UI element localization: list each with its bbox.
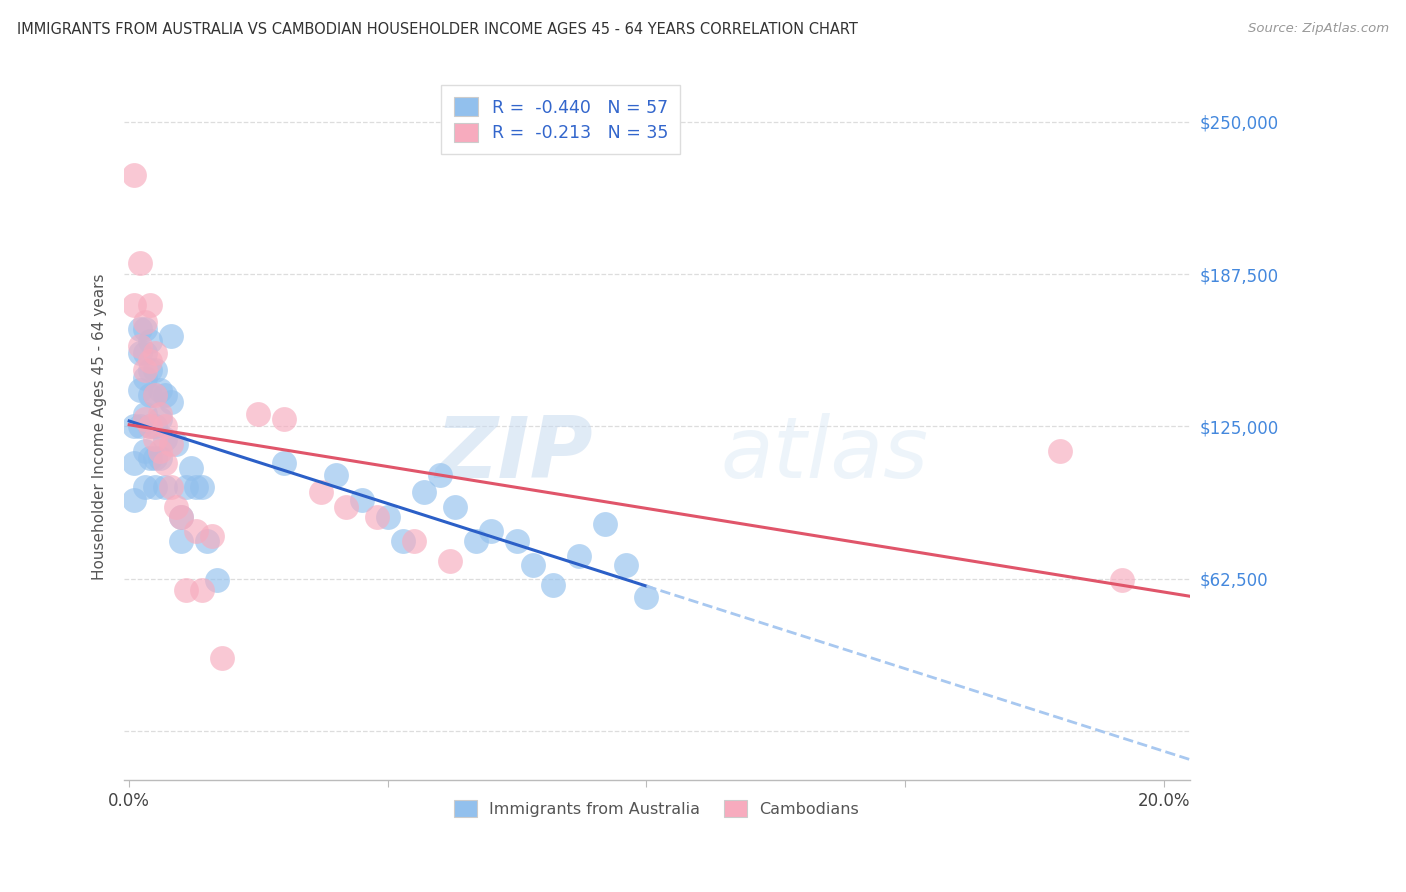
Point [134,407,156,421]
Point [143,363,166,377]
Point [149,407,172,421]
Point [309,485,332,500]
Point [143,346,166,360]
Point [464,534,486,549]
Point [139,419,162,434]
Text: ZIP: ZIP [436,413,593,496]
Point [174,582,197,597]
Point [134,322,156,336]
Point [139,297,162,311]
Point [479,524,502,539]
Point [392,534,415,549]
Point [413,485,436,500]
Point [128,383,150,397]
Point [149,443,172,458]
Point [190,582,212,597]
Y-axis label: Householder Income Ages 45 - 64 years: Householder Income Ages 45 - 64 years [93,273,107,580]
Point [439,553,461,567]
Point [429,468,451,483]
Point [377,509,399,524]
Point [134,370,156,384]
Point [143,432,166,446]
Point [366,509,388,524]
Point [143,388,166,402]
Point [124,419,146,434]
Point [211,651,233,665]
Point [159,480,181,494]
Point [201,529,224,543]
Point [143,419,166,434]
Point [124,297,146,311]
Point [174,480,197,494]
Text: IMMIGRANTS FROM AUSTRALIA VS CAMBODIAN HOUSEHOLDER INCOME AGES 45 - 64 YEARS COR: IMMIGRANTS FROM AUSTRALIA VS CAMBODIAN H… [17,22,858,37]
Point [273,412,295,426]
Point [124,169,146,183]
Point [335,500,357,514]
Point [128,322,150,336]
Point [143,480,166,494]
Point [593,516,616,531]
Point [195,534,218,549]
Point [159,436,181,450]
Point [325,468,347,483]
Point [124,492,146,507]
Point [186,524,208,539]
Text: atlas: atlas [721,413,929,496]
Point [155,388,177,402]
Point [506,534,529,549]
Point [149,383,172,397]
Point [614,558,637,573]
Point [402,534,425,549]
Point [134,480,156,494]
Point [170,534,193,549]
Point [190,480,212,494]
Point [165,500,187,514]
Point [247,407,270,421]
Point [636,590,658,604]
Point [205,573,228,587]
Point [1111,573,1133,587]
Point [134,315,156,329]
Point [180,461,202,475]
Point [128,346,150,360]
Point [134,443,156,458]
Text: Source: ZipAtlas.com: Source: ZipAtlas.com [1249,22,1389,36]
Point [139,363,162,377]
Point [155,419,177,434]
Point [155,456,177,470]
Point [165,436,187,450]
Point [134,363,156,377]
Point [128,256,150,270]
Point [128,339,150,353]
Point [139,353,162,368]
Point [128,419,150,434]
Point [350,492,373,507]
Point [139,451,162,466]
Point [149,451,172,466]
Point [139,388,162,402]
Point [522,558,544,573]
Point [139,419,162,434]
Point [159,395,181,409]
Point [170,509,193,524]
Point [139,334,162,348]
Point [143,388,166,402]
Point [134,346,156,360]
Point [444,500,467,514]
Point [170,509,193,524]
Point [124,456,146,470]
Point [155,480,177,494]
Point [159,329,181,343]
Point [186,480,208,494]
Point [568,549,591,563]
Point [543,578,565,592]
Legend: Immigrants from Australia, Cambodians: Immigrants from Australia, Cambodians [446,791,868,825]
Point [149,412,172,426]
Point [1049,443,1071,458]
Point [273,456,295,470]
Point [155,432,177,446]
Point [134,412,156,426]
Point [143,451,166,466]
